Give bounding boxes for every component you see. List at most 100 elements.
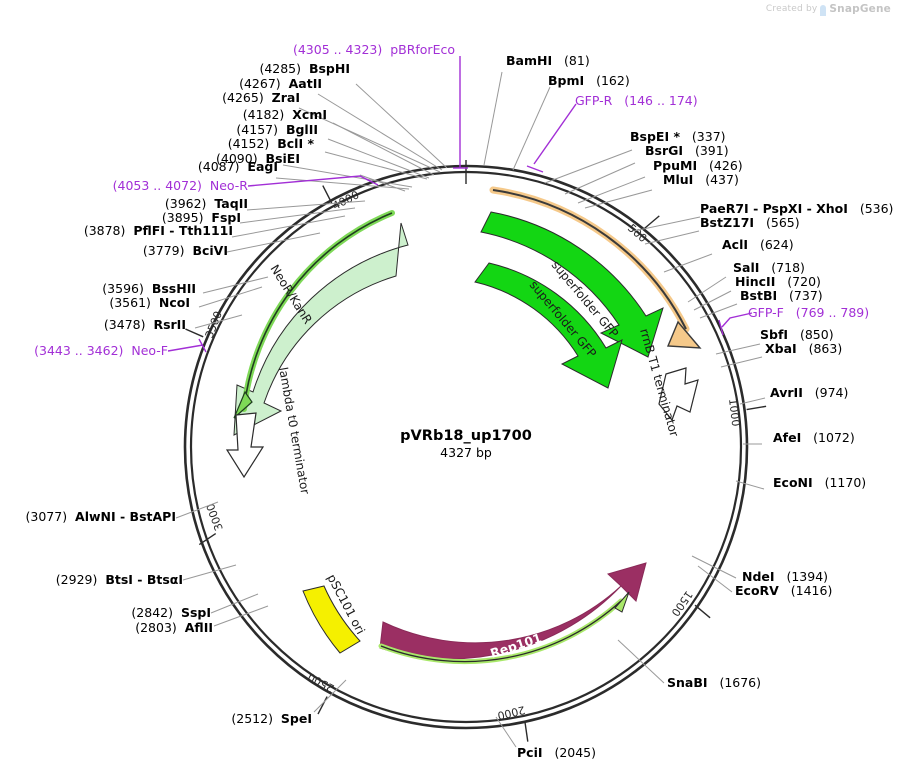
site-rsrii[interactable]: (3478) RsrII [0, 318, 186, 332]
site-bstbi[interactable]: BstBI (737) [740, 289, 823, 303]
primer-name: Neo-F [131, 343, 168, 358]
feature-superfolder-gfp-outer [480, 211, 664, 358]
site-alwni-bstapi[interactable]: (3077) AlwNI - BstAPI [0, 510, 176, 524]
feature-rrnB-T1-terminator-arrow [658, 367, 699, 422]
site-btsi-btsai[interactable]: (2929) BtsI - BtsαI [0, 573, 183, 587]
site-acli[interactable]: AclI (624) [722, 238, 794, 252]
site-paer7i-pspxi-xhoi[interactable]: PaeR7I - PspXI - XhoI (536) [700, 202, 893, 216]
site-position: (337) [691, 129, 726, 144]
site-name: AlwNI - BstAPI [75, 509, 176, 524]
site-spei[interactable]: (2512) SpeI [130, 712, 312, 726]
site-xcmi[interactable]: (4182) XcmI [40, 108, 327, 122]
site-ncoi[interactable]: (3561) NcoI [0, 296, 190, 310]
site-position: (3779) [142, 243, 185, 258]
site-name: AfeI [773, 430, 802, 445]
site-econi[interactable]: EcoNI (1170) [773, 476, 866, 490]
primer-label-neo-f[interactable]: (3443 .. 3462) Neo-F [0, 344, 168, 358]
site-bstz17i[interactable]: BstZ17I (565) [700, 216, 800, 230]
site-position: (4157) [236, 122, 278, 137]
site-position: (3878) [83, 223, 126, 238]
site-name: SpeI [280, 711, 312, 726]
site-bamhi[interactable]: BamHI (81) [506, 54, 590, 68]
site-ndei[interactable]: NdeI (1394) [742, 570, 828, 584]
site-fspi[interactable]: (3895) FspI [0, 211, 241, 225]
site-position: (4090) [216, 151, 258, 166]
site-bsshii[interactable]: (3596) BssHII [0, 282, 196, 296]
site-taqii[interactable]: (3962) TaqII [0, 197, 248, 211]
primer-name: GFP-R [575, 93, 613, 108]
site-ppumi[interactable]: PpuMI (426) [653, 159, 743, 173]
site-sbfi[interactable]: SbfI (850) [760, 328, 834, 342]
site-aatii[interactable]: (4267) AatII [40, 77, 322, 91]
primer-range: (3443 .. 3462) [34, 343, 124, 358]
site-sspi[interactable]: (2842) SspI [0, 606, 211, 620]
site-name: FspI [211, 210, 241, 225]
site-bglii[interactable]: (4157) BglII [30, 123, 318, 137]
site-bsrgi[interactable]: BsrGI (391) [645, 144, 729, 158]
site-name: BciVI [192, 243, 228, 258]
site-eagi[interactable]: (4087) EagI [0, 160, 278, 174]
site-name: AclI [722, 237, 749, 252]
primer-leaders [167, 56, 753, 353]
primer-label-neo-r[interactable]: (4053 .. 4072) Neo-R [0, 179, 248, 193]
site-aflii[interactable]: (2803) AflII [0, 621, 213, 635]
site-position: (2803) [135, 620, 177, 635]
site-mlui[interactable]: MluI (437) [663, 173, 739, 187]
site-bsiei[interactable]: (4090) BsiEI [10, 152, 300, 166]
site-pcii[interactable]: PciI (2045) [517, 746, 596, 760]
site-name: BsrGI [645, 143, 684, 158]
site-zrai[interactable]: (4265) ZraI [20, 91, 300, 105]
site-position: (565) [765, 215, 800, 230]
scale-tick-2500: 2500 [306, 670, 336, 715]
site-afei[interactable]: AfeI (1072) [773, 431, 855, 445]
leader-lines-bottom [495, 716, 517, 748]
scale-tick-label: 1000 [726, 398, 742, 427]
site-name: BamHI [506, 53, 553, 68]
feature-lambda-t0-terminator [225, 412, 265, 479]
primer-name: GFP-F [748, 305, 784, 320]
primer-range: (146 .. 174) [624, 93, 698, 108]
site-bcivi[interactable]: (3779) BciVI [0, 244, 228, 258]
site-name: RsrII [153, 317, 186, 332]
site-name: ZraI [271, 90, 300, 105]
site-name: PpuMI [653, 158, 698, 173]
site-bsphi[interactable]: (4285) BspHI [60, 62, 350, 76]
site-xbai[interactable]: XbaI (863) [765, 342, 842, 356]
site-name: NcoI [158, 295, 190, 310]
site-position: (863) [808, 341, 843, 356]
leader-lines-right [483, 71, 766, 684]
leader-lines-left [175, 200, 366, 713]
site-position: (437) [705, 172, 739, 187]
primer-label-gfp-r[interactable]: GFP-R (146 .. 174) [575, 94, 698, 108]
site-position: (162) [596, 73, 630, 88]
site-hincii[interactable]: HincII (720) [735, 275, 821, 289]
site-position: (3478) [103, 317, 146, 332]
site-bpmi[interactable]: BpmI (162) [548, 74, 630, 88]
site-name: AflII [184, 620, 213, 635]
site-position: (4087) [197, 159, 240, 174]
site-snabi[interactable]: SnaBI (1676) [667, 676, 761, 690]
site-position: (1170) [824, 475, 867, 490]
site-bspei[interactable]: BspEI * (337) [630, 130, 726, 144]
site-bcli[interactable]: (4152) BclI * [20, 137, 314, 151]
site-name: BstBI [740, 288, 778, 303]
site-position: (2512) [231, 711, 273, 726]
site-sali[interactable]: SalI (718) [733, 261, 805, 275]
site-position: (4152) [227, 136, 270, 151]
site-ecorv[interactable]: EcoRV (1416) [735, 584, 832, 598]
scale-tick-1500: 1500 [669, 588, 711, 619]
site-name: SspI [180, 605, 211, 620]
primer-range: (4305 .. 4323) [292, 42, 383, 57]
snapgene-logo-icon [820, 4, 827, 16]
site-pflfi-tth111i[interactable]: (3878) PflFI - Tth111I [0, 224, 233, 238]
site-name: AvrII [770, 385, 803, 400]
site-name: XbaI [765, 341, 797, 356]
primer-label-gfp-f[interactable]: GFP-F (769 .. 789) [748, 306, 869, 320]
site-avrii[interactable]: AvrII (974) [770, 386, 848, 400]
primer-label-pbrforeco[interactable]: (4305 .. 4323) pBRforEco [110, 43, 455, 57]
site-position: (2045) [554, 745, 597, 760]
site-name: BglII [285, 122, 318, 137]
site-position: (2842) [131, 605, 173, 620]
scale-tick-label: 2000 [496, 703, 526, 722]
